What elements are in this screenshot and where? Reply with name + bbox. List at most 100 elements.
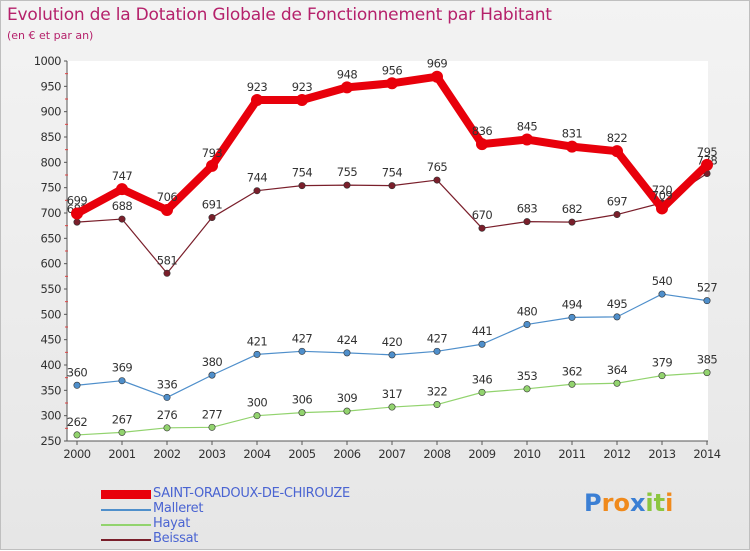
data-label: 306 [292, 393, 313, 407]
data-point [566, 140, 578, 153]
data-point [433, 176, 441, 184]
data-label: 754 [292, 166, 313, 180]
data-label: 923 [292, 80, 313, 94]
logo-letter: o [613, 489, 630, 517]
data-point [431, 70, 443, 83]
data-label: 369 [112, 361, 133, 375]
y-tick-label: 450 [41, 333, 62, 347]
data-point [296, 94, 308, 107]
data-point [521, 133, 533, 146]
y-tick-label: 500 [41, 307, 62, 321]
y-tick-label: 950 [41, 79, 62, 93]
data-point [656, 202, 668, 215]
data-label: 360 [67, 365, 88, 379]
data-label: 364 [607, 363, 628, 377]
data-point [208, 371, 216, 379]
data-point [478, 388, 486, 396]
x-tick-label: 2004 [243, 447, 270, 461]
data-label: 822 [607, 131, 628, 145]
x-tick-label: 2011 [558, 447, 585, 461]
data-label: 706 [157, 190, 178, 204]
data-point [206, 159, 218, 172]
data-label: 709 [652, 188, 673, 202]
data-point [298, 347, 306, 355]
x-tick-label: 2005 [288, 447, 315, 461]
legend-item: Hayat [101, 516, 441, 533]
data-point [386, 77, 398, 90]
logo-letter: x [629, 489, 646, 517]
data-label: 427 [427, 331, 448, 345]
data-label: 527 [697, 281, 718, 295]
data-point [611, 145, 623, 158]
data-point [701, 158, 713, 171]
data-label: 754 [382, 166, 403, 180]
data-label: 755 [337, 165, 358, 179]
x-tick-label: 2000 [63, 447, 90, 461]
legend-label: Malleret [153, 501, 204, 516]
x-tick-label: 2009 [468, 447, 495, 461]
data-label: 277 [202, 407, 223, 421]
data-label: 744 [247, 171, 268, 185]
y-tick-label: 850 [41, 130, 62, 144]
y-tick-label: 300 [41, 409, 62, 423]
data-label: 362 [562, 364, 583, 378]
legend-swatch [101, 490, 151, 499]
data-label: 969 [427, 57, 448, 71]
y-tick-label: 900 [41, 105, 62, 119]
data-label: 420 [382, 335, 403, 349]
data-point [478, 340, 486, 348]
logo-letter: i [665, 489, 674, 517]
data-label: 421 [247, 334, 268, 348]
data-point [388, 403, 396, 411]
data-point [208, 423, 216, 431]
data-label: 322 [427, 385, 448, 399]
data-label: 845 [517, 120, 538, 134]
data-point [118, 215, 126, 223]
data-point [343, 407, 351, 415]
data-label: 262 [67, 415, 88, 429]
data-point [208, 214, 216, 222]
y-tick-label: 250 [41, 434, 62, 448]
data-label: 956 [382, 63, 403, 77]
logo-letter: i [645, 489, 654, 517]
data-point [433, 347, 441, 355]
data-label: 336 [157, 377, 178, 391]
data-point [433, 401, 441, 409]
logo-letter: P [584, 489, 602, 517]
data-point [71, 207, 83, 220]
data-point [613, 379, 621, 387]
data-point [613, 211, 621, 219]
proxiti-logo: Proxiti [584, 489, 673, 517]
legend-label: SAINT-ORADOUX-DE-CHIROUZE [153, 486, 350, 501]
data-label: 831 [562, 127, 583, 141]
data-point [161, 203, 173, 216]
data-point [298, 409, 306, 417]
data-point [703, 297, 711, 305]
data-label: 379 [652, 356, 673, 370]
data-point [341, 81, 353, 94]
data-point [73, 381, 81, 389]
logo-letter: t [653, 489, 666, 517]
x-tick-label: 2008 [423, 447, 450, 461]
data-point [658, 290, 666, 298]
data-label: 948 [337, 67, 358, 81]
data-label: 720 [652, 183, 673, 197]
data-point [523, 320, 531, 328]
x-tick-label: 2014 [693, 447, 720, 461]
legend-item: Malleret [101, 501, 441, 518]
data-label: 765 [427, 160, 448, 174]
legend-swatch [101, 539, 151, 541]
data-point [343, 181, 351, 189]
data-point [658, 372, 666, 380]
data-label: 682 [562, 202, 583, 216]
data-point [253, 350, 261, 358]
data-label: 793 [202, 146, 223, 160]
data-point [478, 224, 486, 232]
legend-swatch [101, 524, 151, 526]
chart-subtitle: (en € et par an) [7, 29, 94, 42]
data-label: 494 [562, 297, 583, 311]
logo-letter: r [601, 489, 614, 517]
data-point [613, 313, 621, 321]
